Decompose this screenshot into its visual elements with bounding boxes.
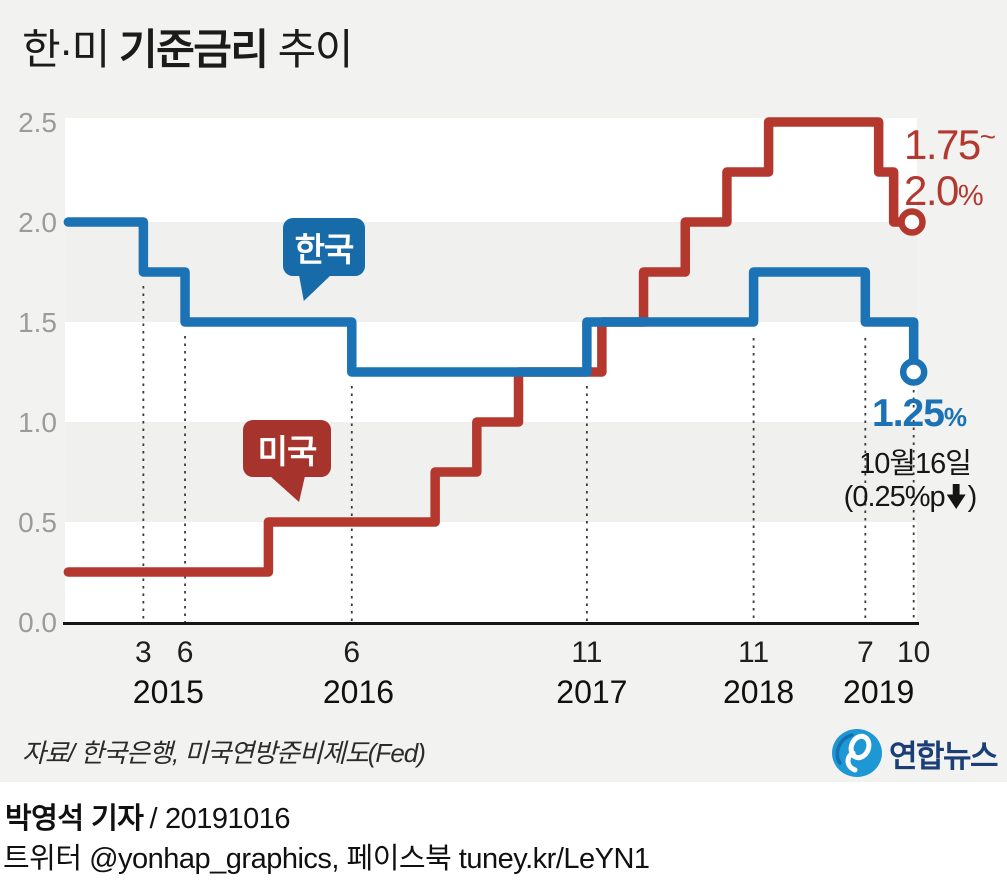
yonhap-swirl-icon	[832, 729, 882, 777]
rate-cut-amount-label: (0.25%p)	[843, 481, 978, 513]
korea-series-bubble: 한국	[283, 218, 365, 276]
us-final-rate-low: 1.75~	[904, 121, 997, 168]
y-tick-label: 2.5	[18, 107, 57, 138]
social-links: 트위터 @yonhap_graphics, 페이스북 tuney.kr/LeYN…	[3, 843, 650, 875]
x-tick-label: 7	[857, 636, 874, 669]
x-tick-label: 3	[135, 636, 152, 669]
title-bold: 기준금리	[118, 26, 269, 73]
y-tick-label: 1.5	[18, 307, 57, 338]
x-tick-label: 11	[571, 636, 602, 669]
source-note: 자료/ 한국은행, 미국연방준비제도(Fed)	[22, 738, 426, 768]
us-series-bubble: 미국	[243, 420, 331, 477]
us-final-rate-high: 2.0%	[904, 167, 984, 214]
us-series-label: 미국	[257, 432, 318, 470]
reporter-name: 박영석 기자	[5, 803, 144, 835]
page-title: 한·미 기준금리 추이	[22, 16, 354, 77]
us-end-marker	[898, 208, 926, 236]
percent-sign: %	[943, 402, 968, 432]
down-arrow-icon	[946, 484, 966, 509]
us-rate-line	[63, 117, 917, 577]
title-suffix: 추이	[267, 26, 354, 73]
korea-series-label: 한국	[294, 231, 355, 268]
y-tick-label: 0.0	[18, 607, 57, 638]
shade-band	[65, 422, 917, 522]
year-label: 2018	[723, 674, 794, 710]
byline-separator: /	[149, 803, 158, 835]
y-tick-label: 1.0	[18, 407, 57, 438]
byline: 박영석 기자/20191016	[5, 795, 291, 837]
year-label: 2016	[323, 674, 394, 710]
yonhap-logo-text: 연합뉴스	[889, 738, 999, 774]
y-tick-label: 2.0	[18, 207, 57, 238]
korea-rate-line	[63, 217, 919, 377]
x-tick-label: 6	[177, 636, 194, 669]
us-final-rate-annotation: 1.75~ 2.0%	[904, 114, 996, 219]
korea-end-marker	[899, 358, 928, 386]
year-label: 2017	[556, 674, 627, 710]
year-label: 2015	[133, 674, 204, 710]
x-tick-label: 6	[343, 636, 360, 669]
percent-sign: %	[957, 180, 984, 212]
byline-date: 20191016	[165, 803, 291, 835]
rate-cut-date-label: 10월16일	[859, 448, 972, 480]
year-label: 2019	[843, 674, 914, 710]
x-tick-label: 10	[897, 636, 930, 669]
x-tick-label: 11	[738, 636, 769, 669]
yonhap-logo: 연합뉴스	[830, 727, 999, 779]
tilde: ~	[979, 121, 997, 152]
title-prefix: 한·미	[22, 26, 119, 73]
y-tick-label: 0.5	[18, 507, 57, 538]
korea-final-rate-annotation: 1.25%	[872, 392, 968, 435]
